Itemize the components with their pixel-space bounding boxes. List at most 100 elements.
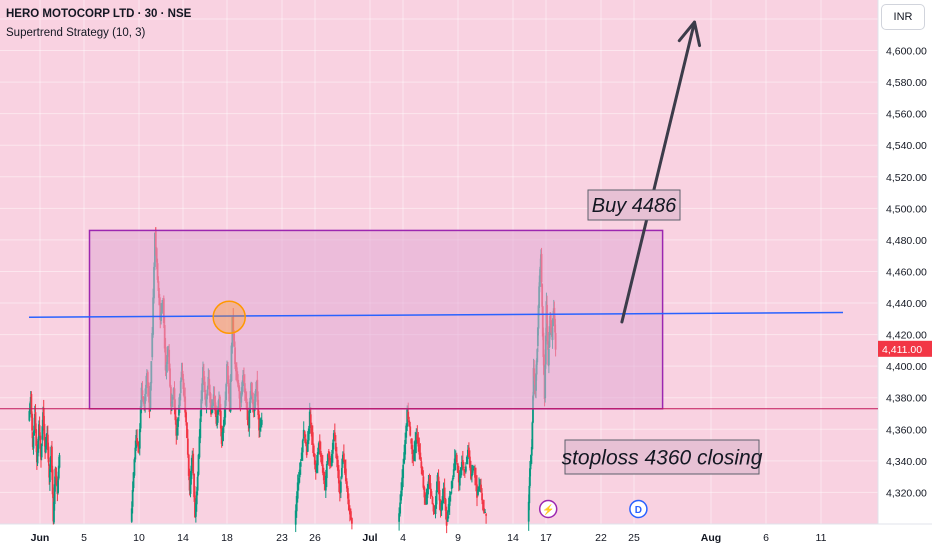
candle-body <box>46 434 49 451</box>
candle-body <box>425 494 428 505</box>
candle-body <box>327 450 330 458</box>
candle-body <box>33 425 36 436</box>
highlight-circle[interactable] <box>212 300 246 334</box>
candle-body <box>402 464 405 479</box>
dividend-event-circle <box>538 499 558 519</box>
candle-body <box>47 446 50 463</box>
candle-body <box>136 438 138 443</box>
candle-body <box>324 475 327 491</box>
buy-label[interactable]: Buy 4486 <box>587 189 681 221</box>
candle-body <box>430 491 433 497</box>
candle-body <box>467 447 470 458</box>
candle-body <box>422 476 425 488</box>
candle-body <box>316 452 319 466</box>
candle-body <box>444 499 447 511</box>
candle-body <box>421 467 424 476</box>
price-zone-rectangle[interactable] <box>88 229 664 410</box>
candle-body <box>259 427 261 430</box>
candle-body <box>445 511 448 526</box>
candle-body <box>303 431 306 438</box>
time-tick-label: 17 <box>540 532 552 544</box>
candle-body <box>298 469 301 478</box>
candle-body <box>37 438 40 453</box>
candle-body <box>130 508 133 522</box>
stoploss-label[interactable]: stoploss 4360 closing <box>562 439 763 475</box>
candle-body <box>217 406 220 415</box>
candle-body <box>485 514 487 516</box>
candle-body <box>482 501 484 511</box>
candle-body <box>529 463 532 470</box>
candle-body <box>458 474 461 486</box>
buy-label-text: Buy 4486 <box>592 195 677 217</box>
candle-body <box>319 450 322 457</box>
candle-body <box>465 456 468 464</box>
candle-body <box>341 454 344 465</box>
candle-body <box>313 454 316 465</box>
price-axis-background <box>878 0 932 524</box>
candle-body <box>398 513 401 522</box>
candle-body <box>55 476 58 486</box>
projection-arrow-head[interactable] <box>677 20 702 48</box>
candle-body <box>132 472 135 489</box>
candle-body <box>481 493 483 501</box>
candle-body <box>400 490 403 501</box>
candle-body <box>332 433 335 442</box>
candle-body <box>174 407 177 421</box>
projection-arrow-shaft[interactable] <box>620 20 696 324</box>
candle-body <box>39 435 42 449</box>
candle-body <box>452 469 455 478</box>
currency-button[interactable]: INR <box>881 4 925 30</box>
candle-body <box>462 466 465 468</box>
candle-body <box>222 426 225 433</box>
time-tick-label: 25 <box>628 532 640 544</box>
candle-body <box>530 446 533 456</box>
candle-body <box>325 463 328 479</box>
candle-body <box>192 453 195 474</box>
candle-body <box>334 442 337 452</box>
candle-body <box>43 423 46 441</box>
earnings-event-marker[interactable]: D <box>629 499 648 519</box>
candle-body <box>340 467 343 478</box>
indicator-legend[interactable]: Supertrend Strategy (10, 3) <box>6 27 146 39</box>
candle-body <box>529 468 531 486</box>
candle-body <box>133 459 136 476</box>
candle-body <box>450 481 453 490</box>
candle-body <box>34 412 37 430</box>
candle-body <box>307 428 310 441</box>
candle-body <box>315 464 318 473</box>
earnings-event-circle <box>629 499 648 519</box>
candle-body <box>323 480 326 491</box>
candle-body <box>221 432 224 440</box>
candle-body <box>463 469 466 473</box>
candle-body <box>527 501 530 522</box>
dividend-event-marker[interactable]: ⚡ <box>538 499 558 519</box>
price-tick-label: 4,320.00 <box>886 487 927 499</box>
symbol-title[interactable]: HERO MOTOCORP LTD · 30 · NSE <box>6 8 192 20</box>
stoploss-label-text: stoploss 4360 closing <box>562 447 763 470</box>
price-axis-labels: 4,600.00 4,580.00 4,560.00 4,540.00 4,520.00… <box>886 46 927 500</box>
candle-body <box>301 440 304 453</box>
candle-body <box>438 490 441 501</box>
price-tick-label: 4,480.00 <box>886 235 927 247</box>
trend-line[interactable] <box>28 311 844 318</box>
candle-body <box>417 437 420 447</box>
candle-body <box>330 454 333 466</box>
candle-body <box>411 445 414 455</box>
candle-body <box>405 425 408 438</box>
candle-body <box>480 484 482 490</box>
candle-body <box>437 476 440 491</box>
candle-body <box>337 469 340 484</box>
candle-body <box>297 477 300 485</box>
candle-body <box>418 444 421 455</box>
candle-body <box>219 410 222 429</box>
price-tick-label: 4,500.00 <box>886 203 927 215</box>
candle-body <box>449 491 452 496</box>
candle-body <box>45 438 48 447</box>
candle-body <box>196 476 199 491</box>
time-tick-label: Jul <box>362 532 377 544</box>
candle-body <box>314 462 317 473</box>
candle-body <box>433 510 436 514</box>
current-price-value: 4,411.00 <box>882 344 922 356</box>
candle-body <box>58 455 61 468</box>
